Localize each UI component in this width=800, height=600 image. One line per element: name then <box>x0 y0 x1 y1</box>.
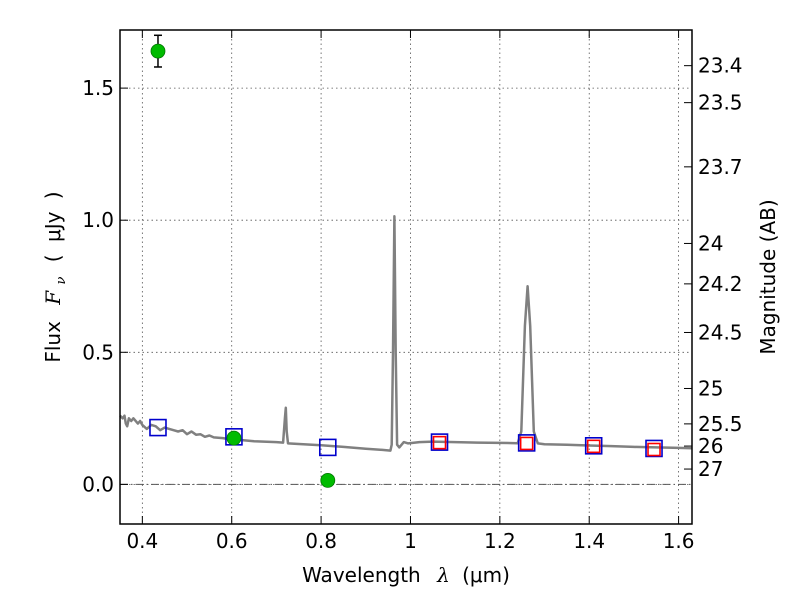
model-photometry-square-marker <box>430 433 449 451</box>
mag-tick-label: 23.5 <box>698 91 743 115</box>
x-tick-label: 0.6 <box>216 529 248 553</box>
y-tick-label: 1.5 <box>82 76 114 100</box>
mag-tick-label: 25 <box>698 376 723 400</box>
x-tick-label: 1 <box>404 529 417 553</box>
mag-tick-label: 24 <box>698 231 723 255</box>
observed-flux-point <box>226 430 242 446</box>
x-tick-label: 0.8 <box>305 529 337 553</box>
mag-tick-label: 27 <box>698 457 723 481</box>
y-tick-label: 1.0 <box>82 208 114 232</box>
observed-flux-point <box>150 43 166 59</box>
y-tick-label: 0.0 <box>82 472 114 496</box>
mag-tick-label: 25.5 <box>698 412 743 436</box>
marker-layer <box>149 34 663 488</box>
mag-tick-label: 24.5 <box>698 320 743 344</box>
mag-tick-label: 23.7 <box>698 155 743 179</box>
model-photometry-square-marker <box>645 439 663 458</box>
mag-tick-label: 23.4 <box>698 54 743 78</box>
mag-tick-label: 26 <box>698 434 723 458</box>
observed-nir-square-marker <box>432 435 447 450</box>
x-tick-label: 1.2 <box>484 529 516 553</box>
model-photometry-square-marker <box>517 434 536 452</box>
model-photometry-square-marker <box>318 438 337 457</box>
observed-nir-square-marker <box>519 436 534 451</box>
y2-axis-title: Magnitude (AB) <box>756 199 780 354</box>
model-photometry-square-marker <box>584 437 603 455</box>
x-tick-label: 1.6 <box>663 529 695 553</box>
model-photometry-square-marker <box>149 418 167 437</box>
y-axis-title: Flux F ν ( μJy ) <box>41 191 70 362</box>
axis-ticks: 0.4 0.6 0.8 1 1.2 1.4 1.6 0.0 0.5 1.0 1.5 23.4 23.5 2… <box>82 30 743 553</box>
x-tick-label: 1.4 <box>573 529 605 553</box>
x-axis-title: Wavelength λ (μm) <box>302 563 510 587</box>
y-tick-label: 0.5 <box>82 340 114 364</box>
observed-nir-square-marker <box>647 442 661 457</box>
x-tick-label: 0.4 <box>126 529 158 553</box>
observed-flux-point <box>320 473 336 488</box>
plot-frame <box>119 29 693 525</box>
mag-tick-label: 24.2 <box>698 272 743 296</box>
observed-nir-square-marker <box>586 439 601 454</box>
